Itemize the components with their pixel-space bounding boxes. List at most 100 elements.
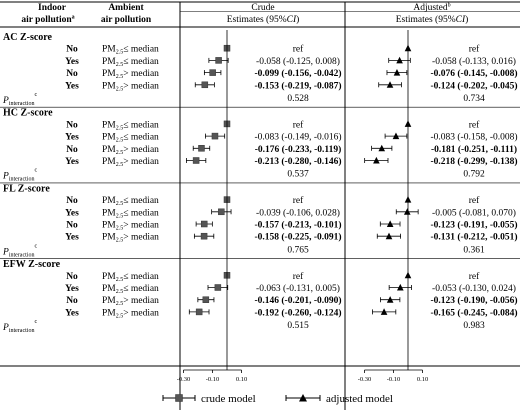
ambient-condition: ≤ median (123, 284, 159, 294)
crude-estimate: -0.153 (-0.219, -0.087) (254, 80, 341, 91)
adjusted-estimate: ref (469, 271, 480, 282)
pm-subscript: 2.5 (116, 277, 124, 283)
ambient-value: PM2.5≤ median (102, 57, 159, 68)
adjusted-estimate: -0.131 (-0.212, -0.051) (430, 232, 517, 243)
crude-point-square-marker (201, 81, 209, 89)
p-sup: c (34, 92, 37, 98)
p-interaction-label: Pinteraction c (2, 319, 37, 334)
ambient-value: PM2.5> median (102, 221, 159, 232)
pm-prefix: PM (102, 145, 116, 155)
indoor-value: No (66, 272, 78, 282)
adjusted-estimate: -0.165 (-0.245, -0.084) (430, 307, 517, 318)
adjusted-estimate: -0.058 (-0.133, 0.016) (432, 56, 516, 67)
axes-layer: -0.30 -0.10 0.10 -0.30 -0.10 0.10 (0, 30, 520, 383)
adjusted-estimate: ref (469, 44, 480, 55)
indoor-value: No (66, 221, 78, 231)
adjusted-estimate: -0.181 (-0.251, -0.111) (431, 144, 517, 155)
crude-p-value: 0.515 (287, 321, 309, 331)
crude-estimate: -0.192 (-0.260, -0.124) (254, 307, 341, 318)
pm-subscript: 2.5 (116, 201, 124, 207)
indoor-value: Yes (65, 233, 79, 243)
table-row: No PM2.5> median -0.146 (-0.201, -0.090) -0… (66, 295, 517, 307)
crude-estimate: -0.213 (-0.280, -0.146) (254, 156, 341, 167)
adjusted-estimate: -0.123 (-0.190, -0.056) (430, 295, 517, 306)
pm-prefix: PM (102, 196, 116, 206)
p-sub: interaction (9, 177, 35, 183)
pm-subscript: 2.5 (116, 162, 124, 168)
legend-adjusted-label: adjusted model (326, 393, 393, 405)
pm-subscript: 2.5 (116, 150, 124, 156)
adjusted-point-triangle-marker (385, 232, 393, 240)
p-main: P (2, 172, 9, 182)
ambient-condition: ≤ median (123, 208, 159, 218)
pm-prefix: PM (102, 284, 116, 294)
crude-point-square-marker (200, 232, 208, 240)
crude-p-value: 0.537 (287, 170, 309, 180)
ambient-value: PM2.5≤ median (102, 272, 159, 283)
adjusted-point-triangle-marker (393, 69, 401, 76)
adjusted-x-tick-label: -0.30 (358, 376, 372, 383)
ambient-condition: > median (123, 157, 159, 167)
p-sup: c (34, 168, 37, 174)
adjusted-estimate: -0.005 (-0.081, 0.070) (432, 207, 516, 218)
table-row: Yes PM2.5> median -0.158 (-0.225, -0.091) -… (65, 232, 517, 244)
pm-subscript: 2.5 (116, 74, 124, 80)
pm-prefix: PM (102, 45, 116, 55)
header-ambient-line1: Ambient (108, 3, 144, 13)
crude-estimate: ref (293, 271, 304, 282)
ambient-condition: > median (123, 233, 159, 243)
crude-estimates-label: Estimates (95%CI) (227, 14, 300, 25)
table-row: Yes PM2.5≤ median -0.058 (-0.125, 0.008) -0… (65, 56, 516, 68)
adjusted-estimate: -0.083 (-0.158, -0.008) (430, 132, 517, 143)
ambient-value: PM2.5≤ median (102, 45, 159, 56)
table-row: Yes PM2.5≤ median -0.039 (-0.106, 0.028) -0… (65, 207, 516, 219)
table-row: No PM2.5≤ median ref ref (66, 271, 480, 283)
crude-p-value: 0.528 (287, 94, 309, 104)
indoor-value: Yes (65, 133, 79, 143)
crude-x-tick-label: -0.10 (206, 376, 220, 383)
adjusted-p-value: 0.734 (463, 94, 485, 104)
ambient-condition: > median (123, 81, 159, 91)
header-ambient-line2: air pollution (101, 15, 152, 25)
indoor-value: Yes (65, 81, 79, 91)
crude-point-square-marker (198, 145, 205, 152)
adjusted-estimates-label: Estimates (95%CI) (396, 14, 469, 25)
adjusted-title: Adjustedb (413, 3, 450, 14)
adjusted-x-tick-label: 0.10 (417, 376, 428, 383)
ambient-value: PM2.5> median (102, 308, 159, 319)
pm-subscript: 2.5 (116, 138, 124, 144)
crude-estimate: -0.146 (-0.201, -0.090) (254, 295, 341, 306)
p-sub: interaction (9, 328, 35, 334)
indoor-value: No (66, 69, 78, 79)
adjusted-point-triangle-marker (386, 296, 394, 303)
pm-subscript: 2.5 (116, 125, 124, 131)
pm-subscript: 2.5 (116, 226, 124, 232)
section-title: FL Z-score (3, 183, 50, 194)
ambient-condition: ≤ median (123, 133, 159, 143)
pm-prefix: PM (102, 69, 116, 79)
crude-estimate: -0.058 (-0.125, 0.008) (256, 56, 340, 67)
pm-subscript: 2.5 (116, 213, 124, 219)
crude-estimate: -0.099 (-0.156, -0.042) (254, 68, 341, 79)
pm-prefix: PM (102, 296, 116, 306)
crude-point-square-marker (211, 132, 219, 140)
pm-subscript: 2.5 (116, 62, 124, 68)
pm-prefix: PM (102, 208, 116, 218)
ambient-condition: > median (123, 221, 159, 231)
crude-estimate: -0.063 (-0.131, 0.005) (256, 283, 340, 294)
adjusted-p-value: 0.983 (463, 321, 485, 331)
pm-prefix: PM (102, 157, 116, 167)
ambient-condition: ≤ median (123, 57, 159, 67)
adjusted-point-triangle-marker (397, 283, 404, 291)
ambient-value: PM2.5≤ median (102, 284, 159, 295)
adjusted-estimate: -0.076 (-0.145, -0.008) (430, 68, 517, 79)
adjusted-p-value: 0.792 (463, 170, 485, 180)
legend-crude-square-marker (175, 394, 183, 402)
adjusted-p-value: 0.361 (463, 245, 485, 255)
pm-subscript: 2.5 (116, 313, 124, 319)
adjusted-estimate: -0.218 (-0.299, -0.138) (430, 156, 517, 167)
ambient-value: PM2.5> median (102, 69, 159, 80)
